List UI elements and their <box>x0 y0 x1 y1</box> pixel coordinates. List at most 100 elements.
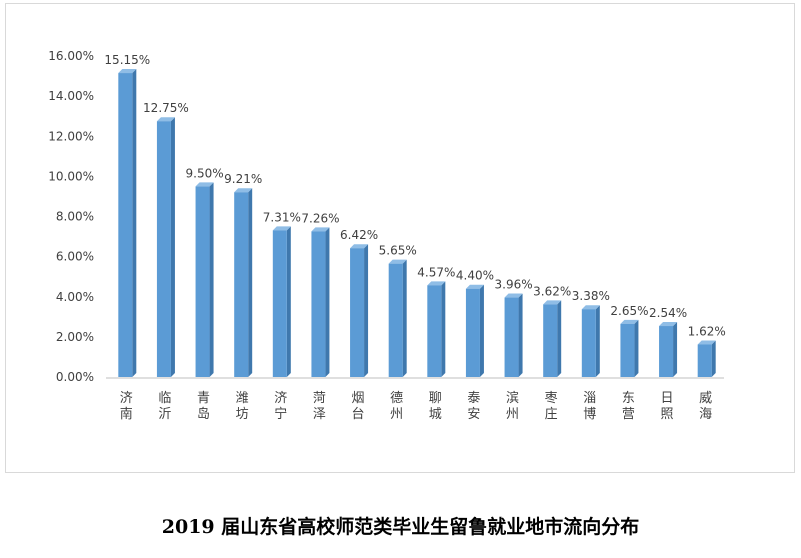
bar-top <box>156 117 175 122</box>
bar-front <box>272 230 287 377</box>
bar-side <box>711 340 716 377</box>
bar <box>195 182 214 377</box>
data-label: 6.42% <box>340 228 378 242</box>
bar-top <box>311 227 330 232</box>
bar <box>427 281 446 377</box>
bar-front <box>156 121 171 377</box>
bar-side <box>170 117 175 377</box>
data-label: 7.31% <box>263 210 301 224</box>
bar-top <box>388 259 407 264</box>
bar-side <box>248 188 253 377</box>
data-label: 2.65% <box>610 304 648 318</box>
bar-front <box>504 297 519 377</box>
bar-top <box>697 340 716 345</box>
bar-side <box>441 281 446 377</box>
y-tick-label: 14.00% <box>48 89 94 103</box>
bar-front <box>697 344 712 377</box>
bar-front <box>543 304 558 377</box>
bar-front <box>118 73 133 377</box>
bar-side <box>518 293 523 377</box>
bar-top <box>620 319 639 324</box>
data-label: 3.96% <box>495 278 533 292</box>
bar-side <box>673 322 678 377</box>
bar-front <box>234 192 249 377</box>
category-label: 威海 <box>699 391 712 422</box>
category-label: 济南 <box>120 391 133 422</box>
category-label: 东营 <box>622 391 635 422</box>
bar <box>697 340 716 377</box>
bar-top <box>427 281 446 286</box>
category-label: 烟台 <box>352 391 365 422</box>
bar-front <box>311 231 326 377</box>
y-tick-label: 2.00% <box>56 330 94 344</box>
bar-top <box>234 188 253 193</box>
bar-side <box>325 227 330 377</box>
bar <box>156 117 175 377</box>
bar <box>465 284 484 377</box>
category-label: 聊城 <box>429 391 442 422</box>
bar-side <box>286 226 291 377</box>
data-label: 2.54% <box>649 306 687 320</box>
bar-side <box>364 244 369 377</box>
y-tick-label: 8.00% <box>56 210 94 224</box>
bar-top <box>118 69 137 74</box>
y-tick-label: 16.00% <box>48 49 94 63</box>
y-tick-label: 10.00% <box>48 169 94 183</box>
data-label: 3.62% <box>533 284 571 298</box>
category-label: 枣庄 <box>545 391 558 422</box>
y-tick-label: 4.00% <box>56 290 94 304</box>
bar-side <box>479 284 484 377</box>
chart-frame: 0.00% 2.00% 4.00% 6.00% 8.00% 10.00% 12.00% 14.… <box>5 3 795 473</box>
bar-top <box>465 284 484 289</box>
category-label: 日照 <box>661 391 674 422</box>
category-label: 菏泽 <box>313 391 326 422</box>
data-label: 1.62% <box>688 324 726 338</box>
bar-side <box>634 319 639 377</box>
data-label: 7.26% <box>301 211 339 225</box>
bar <box>272 226 291 377</box>
category-label: 青岛 <box>197 391 210 422</box>
bar <box>311 227 330 377</box>
bar-front <box>388 263 403 377</box>
bar <box>388 259 407 377</box>
data-label: 9.21% <box>224 172 262 186</box>
bar-top <box>543 300 562 305</box>
bar <box>659 322 678 377</box>
category-label: 临沂 <box>158 391 171 422</box>
chart-caption: 2019 届山东省高校师范类毕业生留鲁就业地市流向分布 <box>161 516 640 538</box>
data-label: 15.15% <box>104 53 150 67</box>
bar-top <box>272 226 291 231</box>
bar <box>620 319 639 377</box>
bar-front <box>620 323 635 377</box>
bar-top <box>350 244 369 249</box>
bar-front <box>350 248 365 377</box>
category-label: 德州 <box>390 391 403 422</box>
category-label: 济宁 <box>274 391 287 422</box>
bar-front <box>427 285 442 377</box>
bar-top <box>195 182 214 187</box>
data-label: 5.65% <box>379 244 417 258</box>
y-tick-label: 0.00% <box>56 370 94 384</box>
category-label: 泰安 <box>467 391 480 422</box>
data-label: 12.75% <box>143 101 189 115</box>
category-label: 淄博 <box>583 391 596 422</box>
bar-side <box>209 182 214 377</box>
bar-front <box>659 326 674 377</box>
bar <box>581 305 600 377</box>
bar-top <box>504 293 523 298</box>
category-label: 滨州 <box>506 390 519 422</box>
data-label: 4.40% <box>456 269 494 283</box>
bar-chart: 0.00% 2.00% 4.00% 6.00% 8.00% 10.00% 12.00% 14.… <box>48 49 726 422</box>
bar <box>118 69 137 377</box>
bar-front <box>195 186 210 377</box>
y-tick-label: 12.00% <box>48 129 94 143</box>
bar-top <box>659 322 678 327</box>
bar-front <box>465 288 480 377</box>
y-tick-label: 6.00% <box>56 250 94 264</box>
bar <box>543 300 562 377</box>
data-label: 9.50% <box>186 166 224 180</box>
data-label: 3.38% <box>572 289 610 303</box>
bar <box>504 293 523 377</box>
data-label: 4.57% <box>417 265 455 279</box>
bar-front <box>581 309 596 377</box>
